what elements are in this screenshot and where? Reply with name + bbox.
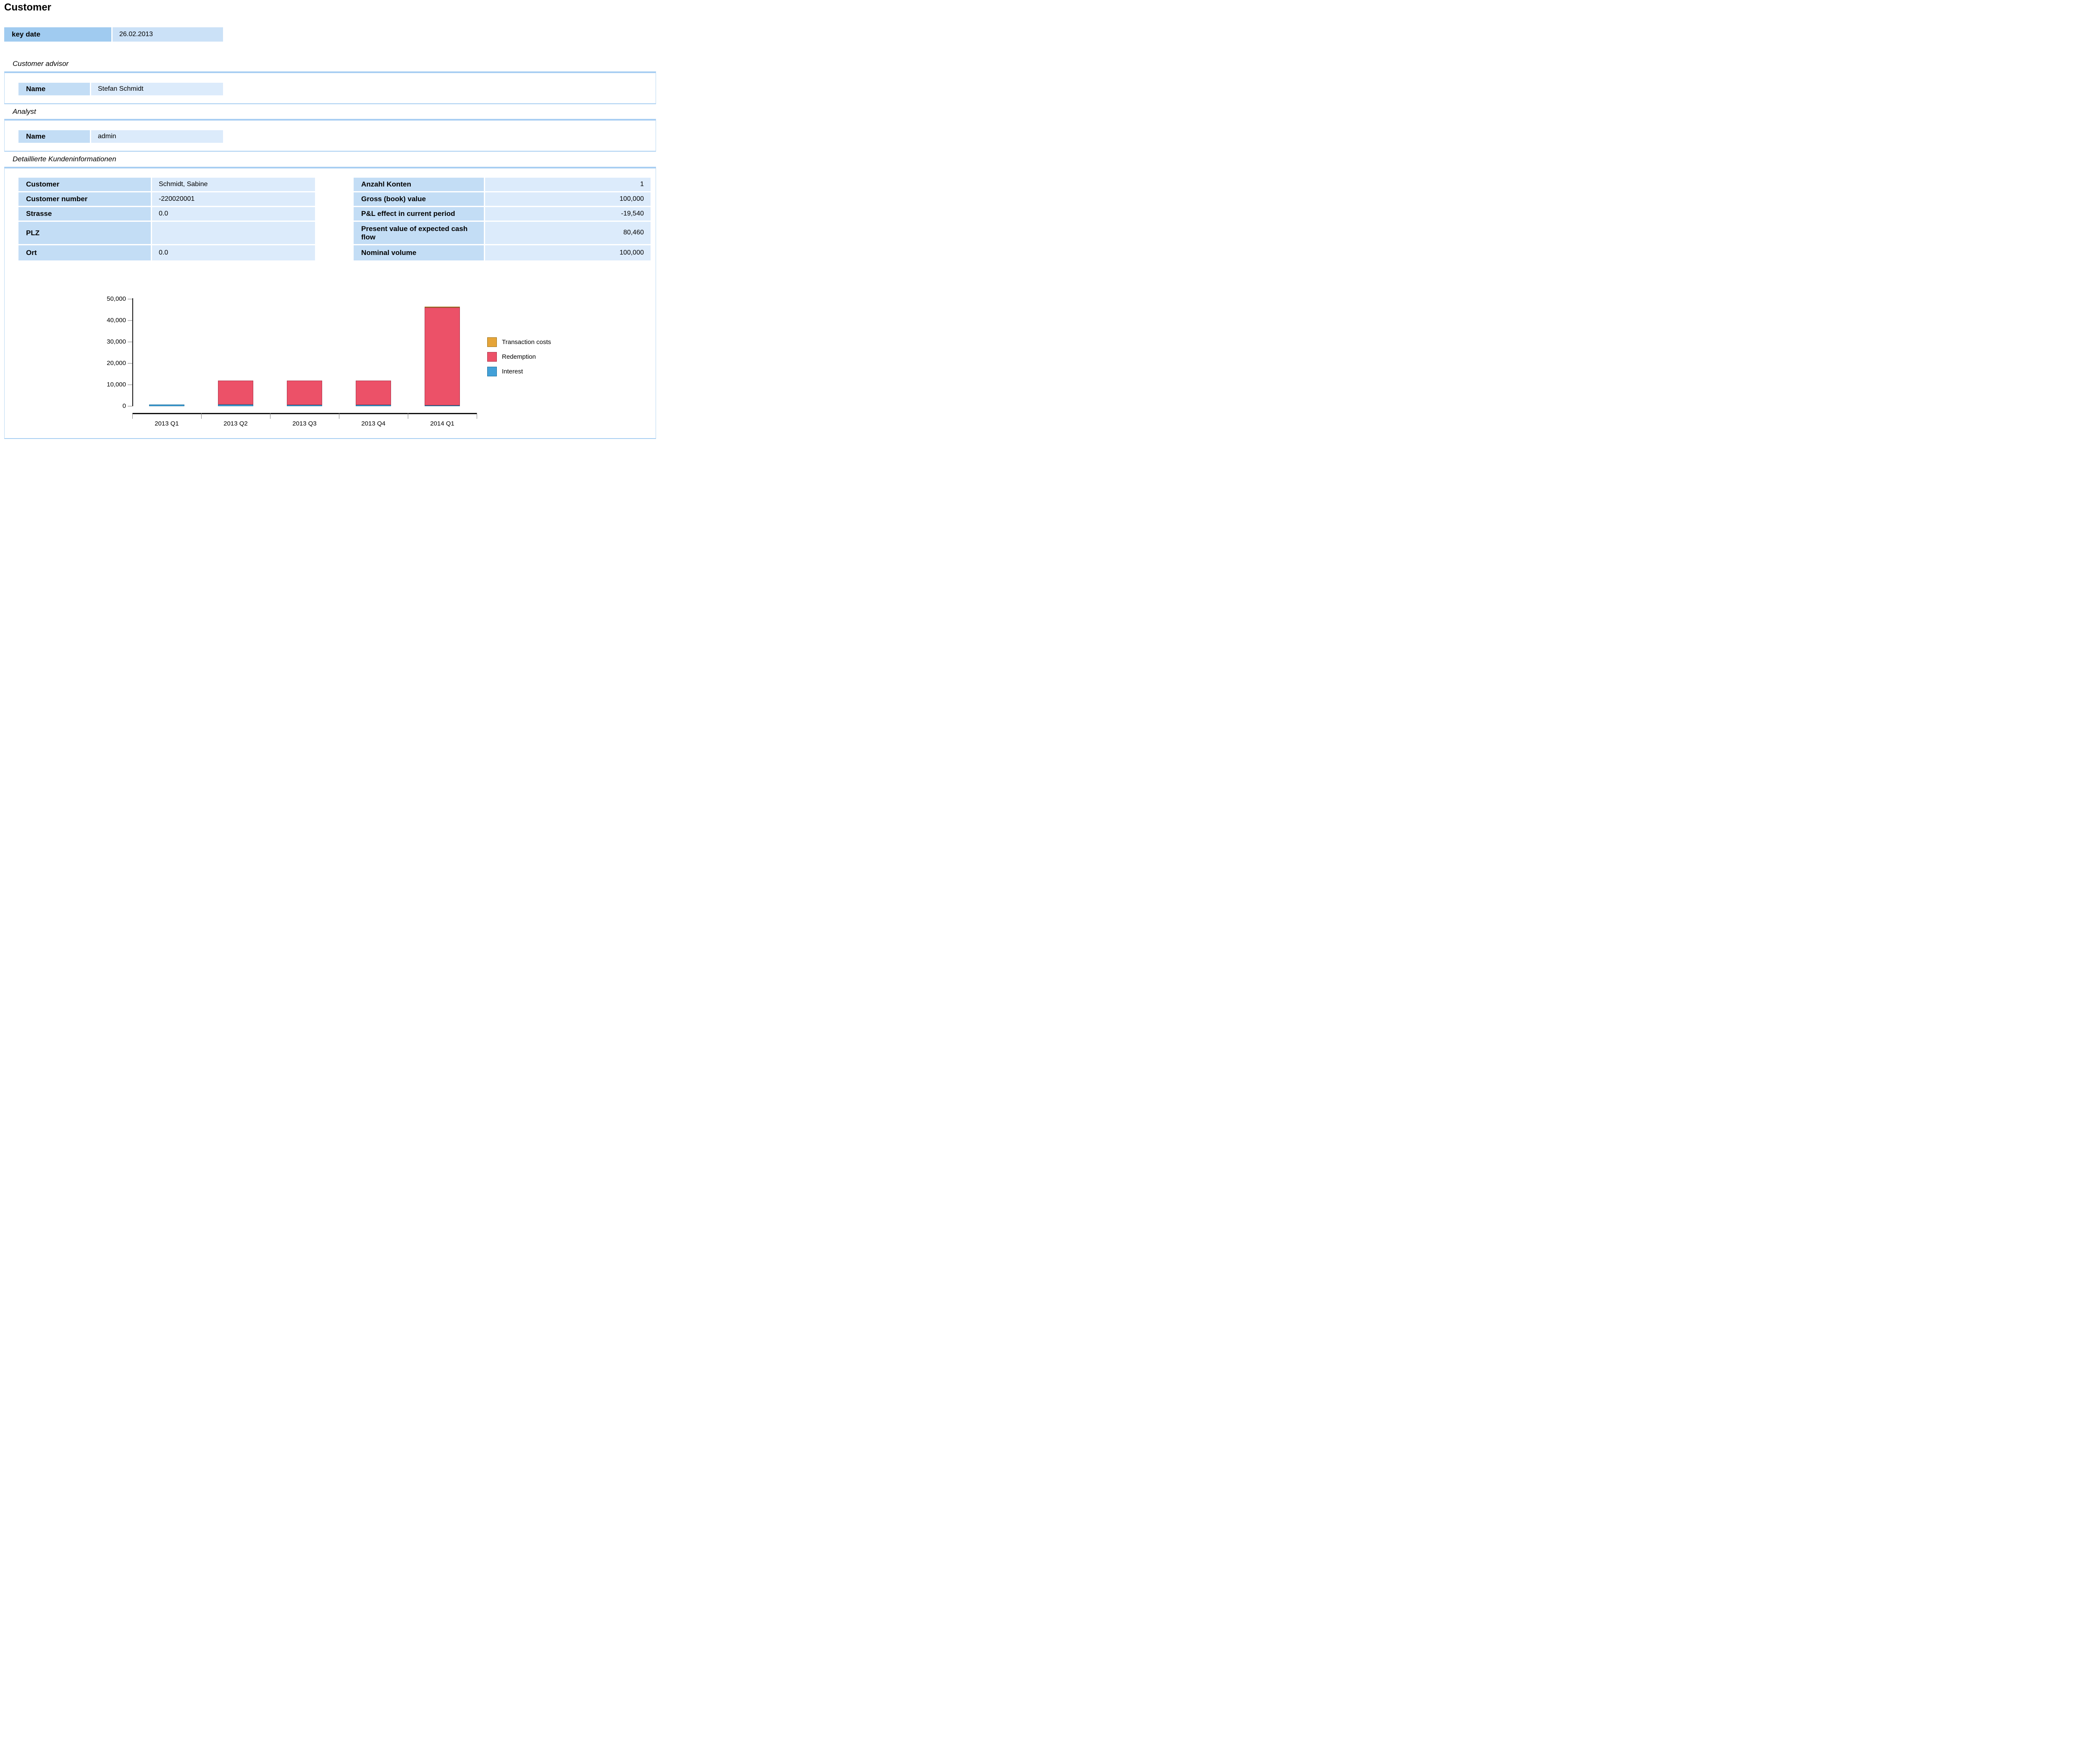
x-axis-label: 2013 Q3 [292,420,317,427]
y-axis-tick-label: 20,000 [107,360,126,367]
detail-plz-value [152,222,315,244]
detail-nominal-volume-label: Nominal volume [354,245,484,260]
y-axis-tick-mark [128,299,132,300]
y-axis-tick-mark [128,406,132,407]
y-axis-tick-mark [128,363,132,364]
bar-segment-interest [149,405,184,406]
x-axis-label: 2013 Q1 [155,420,179,427]
detail-present-value-label: Present value of expected cash flow [354,222,484,244]
legend-swatch-redemption [487,352,497,362]
legend-label-interest: Interest [502,368,523,375]
detail-pl-effect-value: -19,540 [485,207,651,221]
bar-segment-redemption [287,381,322,405]
detail-present-value-value: 80,460 [485,222,651,244]
advisor-name-value: Stefan Schmidt [91,83,223,95]
x-axis-tick-mark [201,413,202,419]
details-heading: Detaillierte Kundeninformationen [13,155,116,163]
cashflow-bar-chart: 0 10,000 20,000 30,000 40,000 50,000 2013 Q1 20… [0,0,664,439]
detail-nominal-volume-value: 100,000 [485,245,651,260]
detail-ort-value: 0.0 [152,245,315,260]
bar-segment-redemption [356,381,391,405]
legend-swatch-interest [487,367,497,376]
detail-customer-value: Schmidt, Sabine [152,178,315,191]
x-axis-label: 2013 Q2 [223,420,248,427]
y-axis-tick-label: 0 [122,402,126,410]
key-date-label: key date [4,27,111,42]
bar-segment-interest [356,405,391,406]
detail-plz-label: PLZ [18,222,151,244]
legend-swatch-transaction-costs [487,337,497,347]
detail-customer-label: Customer [18,178,151,191]
legend-label-redemption: Redemption [502,353,536,360]
analyst-name-label: Name [18,130,90,143]
detail-ort-label: Ort [18,245,151,260]
bar-segment-interest [287,405,322,406]
bar-segment-redemption [425,307,460,406]
y-axis-tick-mark [128,320,132,321]
detail-gross-book-value-value: 100,000 [485,192,651,206]
customer-dashboard-page: Customer key date 26.02.2013 Customer ad… [0,0,664,439]
detail-strasse-value: 0.0 [152,207,315,221]
analyst-name-value: admin [91,130,223,143]
bar-segment-transaction-costs [425,306,460,308]
detail-customer-number-value: -220020001 [152,192,315,206]
detail-customer-number-label: Customer number [18,192,151,206]
detail-anzahl-konten-label: Anzahl Konten [354,178,484,191]
y-axis-line [132,298,133,406]
customer-advisor-heading: Customer advisor [13,60,69,68]
detail-strasse-label: Strasse [18,207,151,221]
y-axis-tick-label: 50,000 [107,295,126,302]
analyst-heading: Analyst [13,108,36,116]
y-axis-tick-label: 10,000 [107,381,126,388]
bar-segment-interest [425,405,460,407]
x-axis-label: 2013 Q4 [361,420,386,427]
advisor-name-label: Name [18,83,90,95]
page-title: Customer [4,2,52,13]
x-axis-tick-mark [132,413,133,419]
bar-segment-redemption [218,380,253,405]
x-axis-line [132,413,477,414]
detail-gross-book-value-label: Gross (book) value [354,192,484,206]
key-date-value: 26.02.2013 [113,27,223,42]
y-axis-tick-mark [128,384,132,385]
detail-anzahl-konten-value: 1 [485,178,651,191]
bar-segment-interest [218,405,253,406]
y-axis-tick-label: 40,000 [107,317,126,324]
y-axis-tick-label: 30,000 [107,338,126,345]
detail-pl-effect-label: P&L effect in current period [354,207,484,221]
legend-label-transaction-costs: Transaction costs [502,339,551,346]
x-axis-label: 2014 Q1 [430,420,454,427]
